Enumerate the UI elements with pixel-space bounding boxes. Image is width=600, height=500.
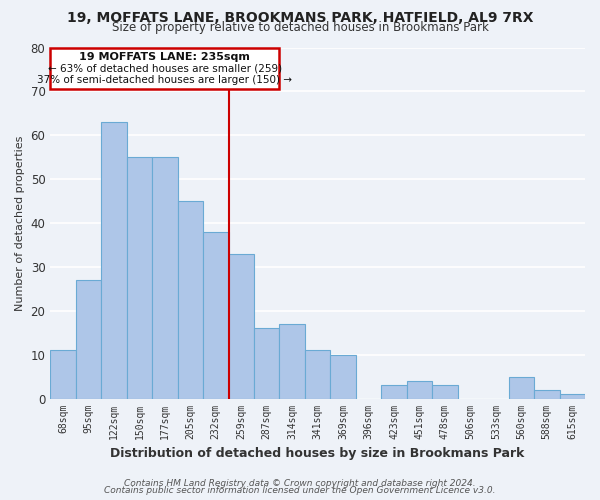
Bar xyxy=(432,386,458,398)
Bar xyxy=(509,376,534,398)
Bar xyxy=(280,324,305,398)
X-axis label: Distribution of detached houses by size in Brookmans Park: Distribution of detached houses by size … xyxy=(110,447,525,460)
Bar xyxy=(534,390,560,398)
Bar xyxy=(229,254,254,398)
Bar xyxy=(127,157,152,398)
Bar xyxy=(50,350,76,399)
Text: 19, MOFFATS LANE, BROOKMANS PARK, HATFIELD, AL9 7RX: 19, MOFFATS LANE, BROOKMANS PARK, HATFIE… xyxy=(67,11,533,25)
Text: 37% of semi-detached houses are larger (150) →: 37% of semi-detached houses are larger (… xyxy=(37,75,292,85)
Bar xyxy=(305,350,331,399)
Y-axis label: Number of detached properties: Number of detached properties xyxy=(15,136,25,310)
Bar xyxy=(152,157,178,398)
Text: 19 MOFFATS LANE: 235sqm: 19 MOFFATS LANE: 235sqm xyxy=(79,52,250,62)
Text: Contains HM Land Registry data © Crown copyright and database right 2024.: Contains HM Land Registry data © Crown c… xyxy=(124,478,476,488)
Bar xyxy=(331,354,356,399)
Bar xyxy=(560,394,585,398)
Text: ← 63% of detached houses are smaller (259): ← 63% of detached houses are smaller (25… xyxy=(48,64,282,74)
Bar xyxy=(407,381,432,398)
Bar xyxy=(76,280,101,398)
Text: Contains public sector information licensed under the Open Government Licence v3: Contains public sector information licen… xyxy=(104,486,496,495)
Bar xyxy=(101,122,127,398)
Bar xyxy=(178,201,203,398)
Bar xyxy=(382,386,407,398)
Bar xyxy=(203,232,229,398)
Text: Size of property relative to detached houses in Brookmans Park: Size of property relative to detached ho… xyxy=(112,22,488,35)
Bar xyxy=(50,48,280,89)
Bar xyxy=(254,328,280,398)
